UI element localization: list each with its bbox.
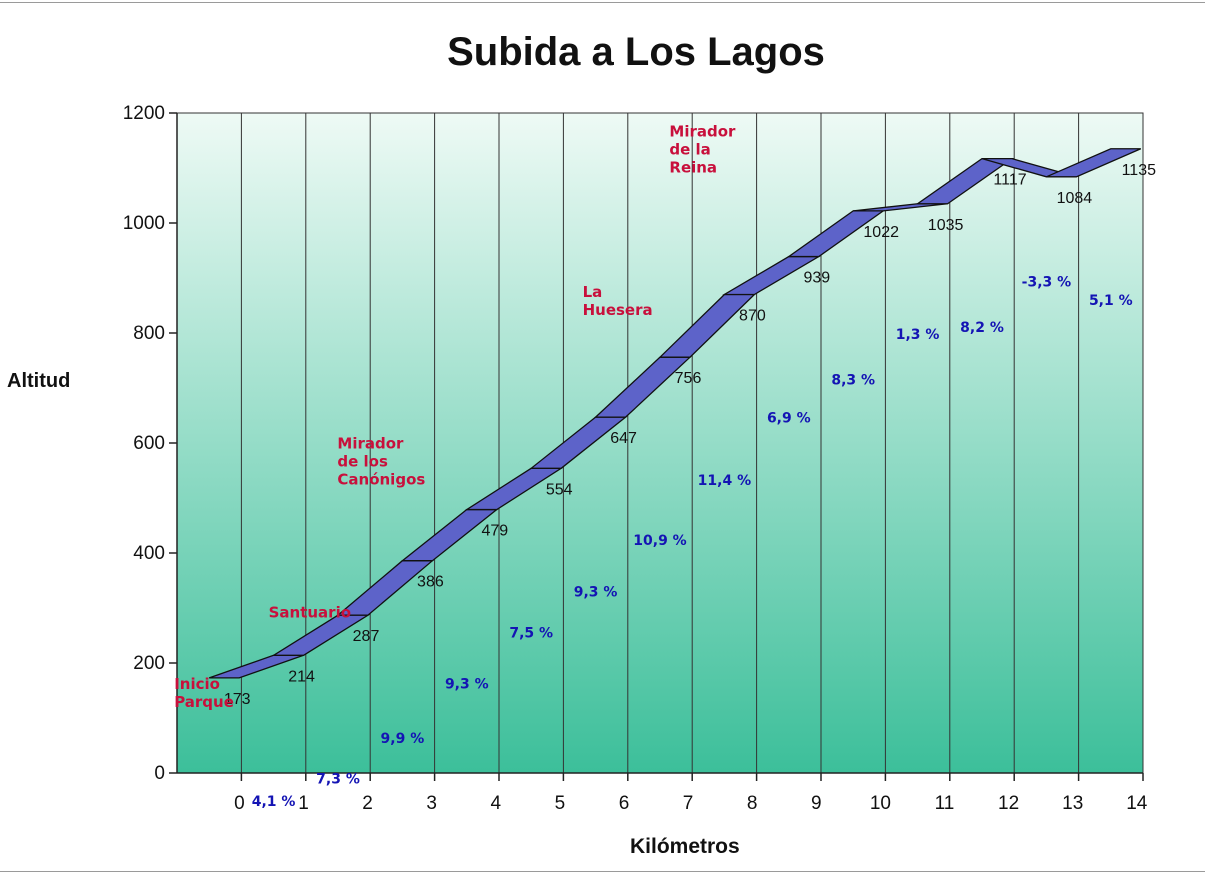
x-axis-label: Kilómetros [630, 835, 740, 858]
y-tick-label: 1200 [123, 103, 165, 124]
altitude-value-label: 1035 [928, 217, 964, 234]
place-name-label: de la [669, 141, 710, 159]
x-tick-label: 14 [1126, 793, 1148, 814]
plot-area [176, 112, 1144, 774]
x-tick-label: 5 [555, 793, 566, 814]
grade-label: 9,9 % [381, 731, 425, 747]
altitude-value-label: 173 [224, 691, 251, 708]
place-name-label: La [583, 283, 603, 301]
grade-label: 10,9 % [633, 533, 686, 549]
y-tick-label: 800 [133, 323, 165, 344]
place-name-label: Mirador [337, 435, 404, 453]
y-tick-label: 1000 [123, 213, 165, 234]
altitude-value-label: 287 [353, 628, 380, 645]
x-tick-label: 12 [998, 793, 1019, 814]
place-name-label: Inicio [174, 675, 220, 693]
x-tick-label: 4 [491, 793, 502, 814]
grade-label: 7,5 % [509, 626, 553, 642]
altitude-value-label: 1135 [1122, 162, 1157, 179]
place-name-label: Huesera [583, 301, 653, 319]
top-border-line [0, 2, 1205, 3]
x-tick-label: 2 [362, 793, 373, 814]
altitude-value-label: 939 [803, 270, 830, 287]
x-tick-label: 13 [1062, 793, 1083, 814]
x-tick-label: 11 [935, 793, 955, 814]
grade-label: 8,2 % [960, 320, 1004, 336]
place-name-label: Mirador [669, 123, 736, 141]
place-name-label: Santuario [269, 603, 351, 621]
x-tick-label: 3 [426, 793, 437, 814]
grade-label: 7,3 % [316, 771, 360, 787]
x-tick-label: 7 [683, 793, 694, 814]
grade-label: -3,3 % [1022, 275, 1072, 291]
altitude-value-label: 1084 [1057, 190, 1093, 207]
y-axis-label: Altitud [7, 370, 71, 392]
x-tick-label: 8 [747, 793, 758, 814]
altitude-value-label: 214 [288, 668, 315, 685]
place-name-label: Canónigos [337, 471, 425, 489]
altitude-value-label: 1022 [863, 224, 899, 241]
altitude-value-label: 756 [675, 370, 702, 387]
grade-label: 9,3 % [445, 677, 489, 693]
chart-title: Subida a Los Lagos [447, 30, 825, 74]
altitude-value-label: 647 [610, 430, 637, 447]
altitude-value-label: 870 [739, 308, 766, 325]
altitude-value-label: 1117 [993, 172, 1026, 189]
x-tick-label: 6 [619, 793, 630, 814]
place-name-label: Parque [174, 693, 234, 711]
grade-label: 6,9 % [767, 411, 811, 427]
y-tick-label: 200 [133, 653, 165, 674]
x-tick-label: 10 [870, 793, 891, 814]
grade-label: 5,1 % [1089, 293, 1133, 309]
place-name-label: de los [337, 453, 388, 471]
elevation-segment [1046, 148, 1142, 178]
grade-label: 8,3 % [831, 373, 875, 389]
altitude-value-label: 386 [417, 574, 444, 591]
grade-label: 9,3 % [574, 584, 618, 600]
y-tick-label: 400 [133, 543, 165, 564]
x-tick-label: 1 [298, 793, 309, 814]
grade-label: 4,1 % [252, 794, 296, 810]
x-tick-label: 0 [234, 793, 245, 814]
x-tick-label: 9 [811, 793, 822, 814]
y-tick-label: 600 [133, 433, 165, 454]
altitude-value-label: 554 [546, 481, 573, 498]
place-name-label: Reina [669, 159, 717, 177]
altitude-value-label: 479 [481, 523, 508, 540]
grade-label: 11,4 % [698, 473, 751, 489]
grade-label: 1,3 % [896, 327, 940, 343]
bottom-border-line [0, 871, 1205, 872]
y-tick-label: 0 [154, 763, 165, 784]
